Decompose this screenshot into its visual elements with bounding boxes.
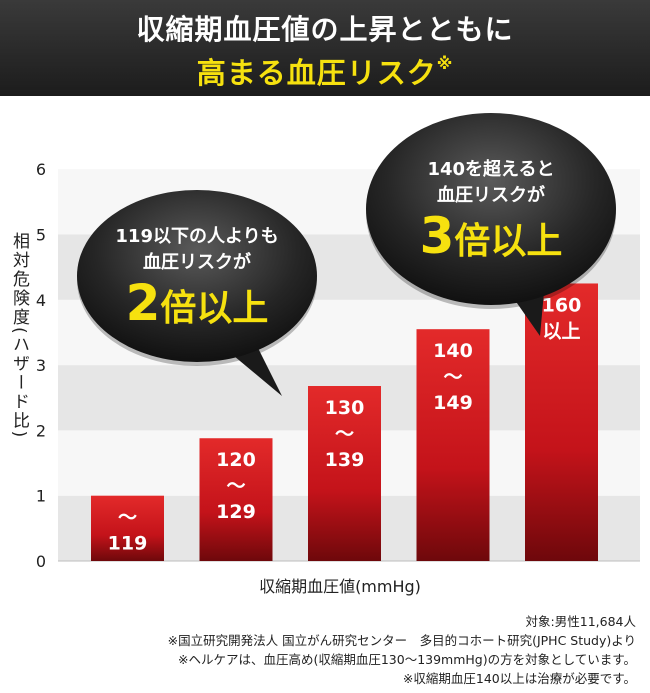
y-tick-label: 5 (36, 226, 46, 245)
bar-category-line: 120 (216, 449, 256, 471)
bubble-line2: 血圧リスクが (143, 251, 251, 273)
note-subjects: 対象:男性11,684人 (525, 614, 636, 629)
note-treatment: ※収縮期血圧140以上は治療が必要です。 (402, 671, 636, 686)
bar-category-label: 160 以上 (542, 294, 582, 342)
bar-category-line: 160 (542, 294, 582, 316)
bar-category-label: 120 〜 129 (216, 449, 256, 523)
header-banner: 収縮期血圧値の上昇とともに 高まる血圧リスク※ (0, 0, 650, 96)
bubble-line2: 血圧リスクが (437, 184, 545, 206)
bar-4: 140 〜 149 (416, 329, 490, 561)
y-tick-label: 3 (36, 356, 46, 375)
bubble-big-suffix: 倍以上 (454, 221, 562, 262)
bubble-line1: 119以下の人よりも (115, 226, 278, 247)
y-tick-label: 0 (36, 552, 46, 571)
title-line2: 高まる血圧リスク※ (0, 50, 650, 92)
bar-category-line: 130 (325, 397, 365, 419)
note-source: ※国立研究開発法人 国立がん研究センター 多目的コホート研究(JPHC Stud… (167, 633, 636, 648)
y-axis-label: 相対危険度(ハザード比) (9, 232, 29, 440)
bar-category-line: 140 (433, 340, 473, 362)
bar-rect (91, 495, 164, 561)
bar-2: 120 〜 129 (199, 438, 273, 561)
title-line1: 収縮期血圧値の上昇とともに (136, 13, 514, 46)
y-tick-label: 2 (36, 421, 46, 440)
bar-rect (416, 329, 490, 561)
bar-category-line: 〜 (335, 423, 354, 445)
bar-category-line: 以上 (542, 320, 580, 342)
bubble-line1: 140を超えると (427, 158, 554, 180)
title-mark: ※ (436, 54, 454, 73)
bar-category-line: 119 (108, 533, 148, 555)
bubble-big-text: 2倍以上 (126, 274, 269, 332)
bar-1: 〜 119 (91, 495, 164, 561)
note-target: ※ヘルケアは、血圧高め(収縮期血圧130〜139mmHg)の方を対象としています… (177, 652, 636, 667)
bubble-big-text: 3倍以上 (420, 207, 563, 265)
bar-rect (308, 385, 381, 561)
bar-category-label: 〜 119 (108, 507, 148, 555)
bar-category-line: 129 (216, 501, 256, 523)
bubble-big-number: 3 (420, 207, 455, 265)
bubble-body (366, 113, 616, 305)
bubble-body (77, 190, 317, 362)
bar-category-line: 〜 (226, 475, 245, 497)
bar-category-label: 130 〜 139 (325, 397, 365, 471)
bubble-big-suffix: 倍以上 (160, 288, 268, 329)
bar-category-line: 139 (325, 449, 365, 471)
title-line2-text: 高まる血圧リスク (196, 56, 437, 90)
bar-category-line: 〜 (118, 507, 137, 529)
bubble-big-number: 2 (126, 274, 161, 332)
y-tick-label: 6 (36, 160, 46, 179)
x-axis-label: 収縮期血圧値(mmHg) (259, 577, 421, 596)
y-axis-ticks: 0 1 2 3 4 5 6 (36, 160, 46, 571)
bar-3: 130 〜 139 (308, 385, 381, 561)
bar-rect (199, 438, 273, 561)
footnotes: 対象:男性11,684人 ※国立研究開発法人 国立がん研究センター 多目的コホー… (168, 612, 636, 688)
bar-chart: 0 1 2 3 4 5 6 〜 119 120 〜 129 130 〜 139 140 〜 149 160 以上 1… (36, 113, 640, 571)
y-tick-label: 4 (36, 291, 46, 310)
y-tick-label: 1 (36, 487, 46, 506)
bar-category-line: 149 (433, 392, 473, 414)
bar-category-line: 〜 (443, 366, 462, 388)
bar-category-label: 140 〜 149 (433, 340, 473, 414)
